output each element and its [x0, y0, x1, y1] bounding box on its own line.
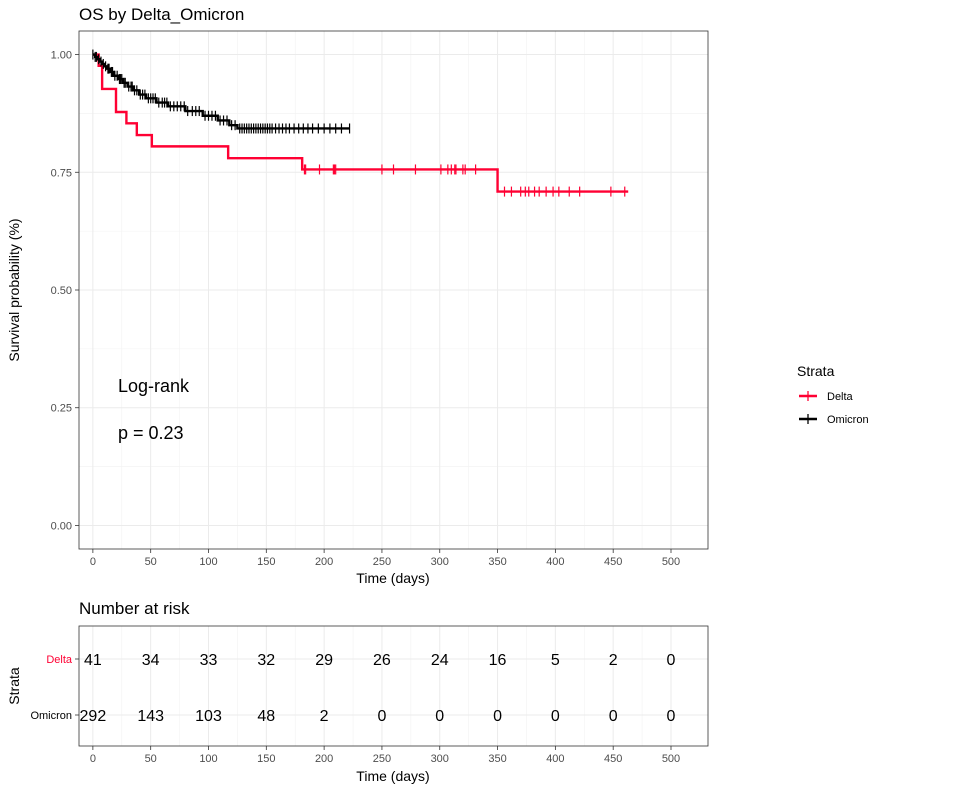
risk-x-tick-label: 100 — [199, 753, 217, 765]
risk-x-tick-label: 450 — [604, 753, 622, 765]
km-curve-omicron — [92, 53, 350, 130]
risk-cell-omicron: 0 — [377, 708, 386, 725]
p-value-label: p = 0.23 — [118, 423, 184, 443]
risk-cell-omicron: 103 — [195, 708, 222, 725]
risk-x-tick-label: 500 — [662, 753, 680, 765]
risk-cell-delta: 32 — [257, 652, 275, 669]
risk-row-label-omicron: Omicron — [30, 710, 72, 722]
chart-title: OS by Delta_Omicron — [79, 5, 244, 24]
risk-cell-delta: 2 — [609, 652, 618, 669]
km-x-axis-title: Time (days) — [356, 570, 429, 586]
km-x-tick-label: 50 — [145, 556, 157, 568]
risk-cell-delta: 24 — [431, 652, 449, 669]
risk-cell-delta: 41 — [84, 652, 102, 669]
km-x-tick-label: 150 — [257, 556, 275, 568]
risk-y-axis: Delta Omicron — [30, 654, 79, 722]
risk-x-tick-label: 350 — [488, 753, 506, 765]
km-plot-grid — [79, 31, 708, 549]
risk-x-tick-label: 150 — [257, 753, 275, 765]
risk-table-grid — [79, 626, 708, 746]
risk-x-tick-label: 300 — [431, 753, 449, 765]
km-y-axis: 0.00 0.25 0.50 0.75 1.00 — [51, 50, 79, 532]
risk-cell-omicron: 143 — [137, 708, 164, 725]
risk-table-title: Number at risk — [79, 599, 190, 618]
risk-cell-omicron: 48 — [257, 708, 275, 725]
risk-x-tick-label: 0 — [90, 753, 96, 765]
legend-item-delta: Delta — [799, 391, 854, 403]
risk-cell-delta: 29 — [315, 652, 333, 669]
risk-cell-omicron: 0 — [667, 708, 676, 725]
km-curve-delta — [92, 53, 629, 193]
risk-cell-omicron: 0 — [551, 708, 560, 725]
risk-x-tick-label: 250 — [373, 753, 391, 765]
risk-cell-delta: 0 — [667, 652, 676, 669]
km-y-tick-label: 0.00 — [51, 520, 72, 532]
km-y-tick-label: 0.25 — [51, 403, 72, 415]
legend-label-delta: Delta — [827, 391, 854, 403]
risk-x-tick-label: 400 — [546, 753, 564, 765]
risk-cell-delta: 16 — [489, 652, 507, 669]
risk-y-axis-title: Strata — [6, 667, 22, 705]
risk-cell-delta: 26 — [373, 652, 391, 669]
km-y-tick-label: 1.00 — [51, 50, 72, 62]
legend-label-omicron: Omicron — [827, 414, 869, 426]
risk-cell-delta: 5 — [551, 652, 560, 669]
km-x-tick-label: 350 — [488, 556, 506, 568]
risk-table-cells: 41 34 33 32 29 26 24 16 5 2 0 292 143 103 48 2 0 0 0 0 0 0 — [80, 652, 676, 725]
km-x-tick-label: 200 — [315, 556, 333, 568]
risk-cell-delta: 34 — [142, 652, 160, 669]
risk-x-tick-label: 50 — [145, 753, 157, 765]
risk-cell-omicron: 2 — [320, 708, 329, 725]
risk-cell-omicron: 0 — [435, 708, 444, 725]
km-x-tick-label: 500 — [662, 556, 680, 568]
km-x-tick-label: 100 — [199, 556, 217, 568]
risk-cell-omicron: 0 — [493, 708, 502, 725]
km-x-tick-label: 250 — [373, 556, 391, 568]
risk-table-border — [78, 625, 709, 747]
legend: Strata Delta Omicron — [797, 363, 869, 426]
risk-cell-omicron: 0 — [609, 708, 618, 725]
risk-x-axis-title: Time (days) — [356, 768, 429, 784]
km-y-tick-label: 0.50 — [51, 285, 72, 297]
km-x-tick-label: 300 — [431, 556, 449, 568]
km-plot: 0 50 100 150 200 250 300 350 400 450 500 0.000.250… — [51, 30, 709, 568]
risk-x-tick-label: 200 — [315, 753, 333, 765]
log-rank-label: Log-rank — [118, 376, 190, 396]
risk-x-axis: 0 50 100 150 200 250 300 350 400 450 500 — [90, 746, 680, 765]
risk-cell-delta: 33 — [200, 652, 218, 669]
legend-title: Strata — [797, 363, 835, 379]
km-x-tick-label: 450 — [604, 556, 622, 568]
risk-cell-omicron: 292 — [80, 708, 107, 725]
km-x-tick-label: 400 — [546, 556, 564, 568]
km-y-tick-label: 0.75 — [51, 167, 72, 179]
legend-item-omicron: Omicron — [799, 414, 869, 426]
risk-table-background — [79, 626, 708, 746]
km-y-axis-title: Survival probability (%) — [6, 218, 22, 361]
km-x-tick-label: 0 — [90, 556, 96, 568]
risk-row-label-delta: Delta — [46, 654, 73, 666]
km-curves — [92, 49, 629, 197]
km-x-axis: 0 50 100 150 200 250 300 350 400 450 500 — [90, 549, 680, 568]
